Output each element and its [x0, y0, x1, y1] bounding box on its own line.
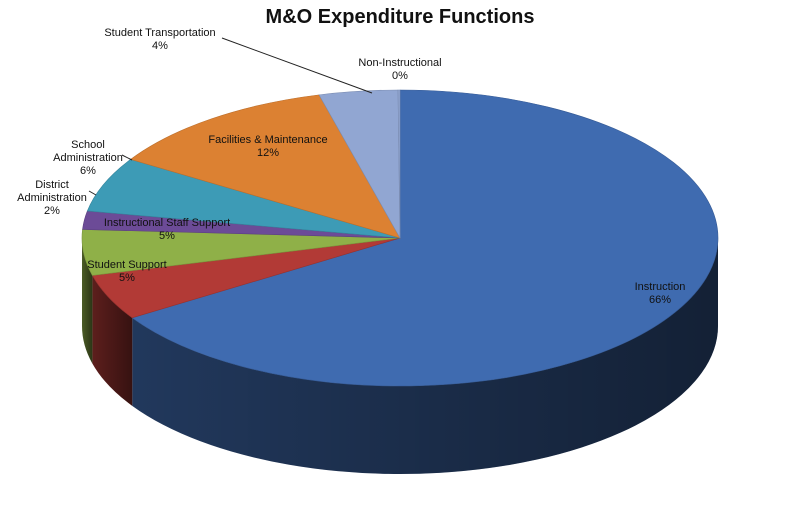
slice-percent: 5%	[159, 230, 175, 242]
slice-percent: 66%	[649, 294, 671, 306]
slice-percent: 4%	[152, 40, 168, 52]
chart-title: M&O Expenditure Functions	[265, 6, 535, 28]
slice-name: Administration	[17, 192, 87, 204]
leader-line-4	[121, 154, 133, 161]
pie-slice-school-administration	[86, 159, 401, 239]
slice-name: Facilities & Maintenance	[208, 134, 327, 146]
slice-percent: 2%	[44, 205, 60, 217]
slice-name: School	[71, 139, 105, 151]
slice-name: Instruction	[635, 281, 686, 293]
slice-name: District	[35, 179, 69, 191]
pie-side-shade-1-0	[92, 275, 133, 406]
slice-name: Administration	[53, 152, 123, 164]
pie-slice-facilities-maintenance	[129, 94, 401, 239]
leader-line-6	[221, 37, 373, 94]
slice-percent: 12%	[257, 147, 279, 159]
pie-side-shade-2-0	[82, 238, 93, 364]
pie-slice-instruction	[131, 89, 719, 387]
slice-name: Student Transportation	[104, 27, 215, 39]
slice-percent: 6%	[80, 165, 96, 177]
slice-percent: 5%	[119, 272, 135, 284]
slice-name: Instructional Staff Support	[104, 217, 230, 229]
slice-percent: 0%	[392, 70, 408, 82]
slice-name: Student Support	[87, 259, 167, 271]
pie-side-shade-0-0	[132, 238, 718, 474]
slice-name: Non-Instructional	[358, 57, 441, 69]
pie-slice-non-instructional	[397, 89, 401, 239]
leader-line-3	[88, 190, 97, 196]
